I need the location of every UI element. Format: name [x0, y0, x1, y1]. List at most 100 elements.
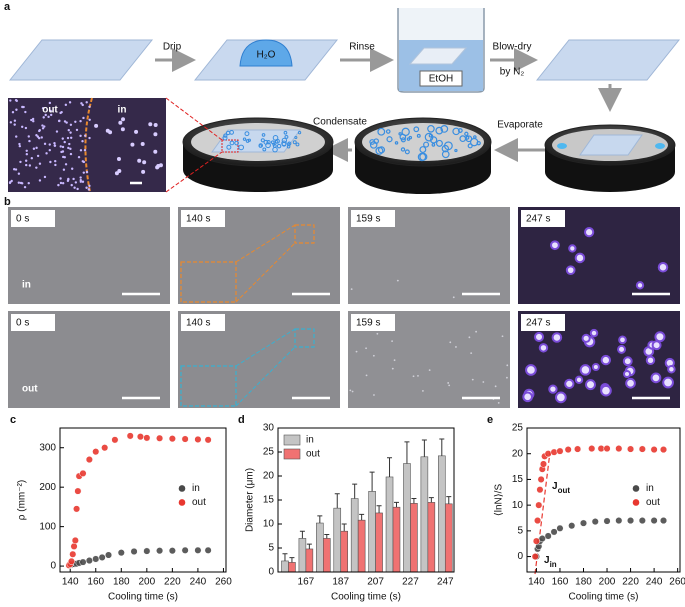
droplet [404, 149, 410, 155]
droplet [400, 137, 406, 143]
point [638, 445, 646, 453]
petri-dish [354, 117, 492, 194]
region-label: out [42, 105, 58, 116]
droplet [550, 240, 560, 251]
droplet [551, 332, 563, 343]
droplet [69, 123, 73, 126]
droplet [476, 140, 481, 146]
point [85, 557, 93, 565]
droplet [60, 110, 63, 114]
point [638, 517, 646, 525]
droplet [574, 252, 586, 264]
droplet [74, 120, 77, 123]
droplet [88, 136, 91, 140]
zoom-line [165, 151, 223, 193]
droplet [447, 382, 450, 384]
droplet [130, 142, 135, 147]
droplet [24, 159, 28, 162]
bar [288, 562, 296, 573]
slide [8, 39, 154, 81]
droplet [377, 146, 386, 154]
bar [298, 538, 307, 573]
droplet [365, 347, 367, 350]
droplet [75, 128, 79, 132]
droplet [53, 142, 56, 145]
droplet [38, 179, 42, 182]
droplet [568, 244, 577, 253]
legend-marker [283, 448, 301, 460]
point [550, 448, 558, 456]
x-tick-label: 247 [437, 577, 454, 588]
y-axis-label: ⟨lnN⟩/S [494, 484, 505, 517]
droplet [142, 160, 147, 165]
droplet [261, 133, 266, 137]
droplet [81, 103, 84, 107]
step-label: Rinse [349, 42, 375, 53]
point [69, 550, 77, 558]
droplet [394, 141, 399, 145]
point [204, 436, 212, 444]
y-tick-label: 100 [39, 521, 56, 532]
droplet [42, 116, 45, 119]
droplet [67, 146, 70, 150]
droplet [70, 183, 73, 187]
panel-label: d [238, 414, 245, 426]
step-note: by N₂ [500, 67, 525, 78]
time-label: 140 s [186, 214, 210, 225]
micrograph [8, 97, 166, 193]
zoom-line [235, 346, 296, 407]
point [70, 542, 78, 550]
legend-label: out [306, 449, 320, 460]
droplet [635, 281, 645, 290]
bar [420, 456, 429, 573]
droplet [276, 143, 282, 149]
error-bar [359, 513, 365, 521]
droplet [85, 101, 88, 104]
droplet [27, 135, 30, 138]
droplet [623, 369, 632, 379]
droplet [281, 140, 287, 147]
point [603, 517, 611, 525]
y-tick-label: 20 [512, 448, 524, 459]
time-label: 247 s [526, 318, 550, 329]
label-box [181, 314, 225, 331]
x-tick-label: 200 [599, 577, 616, 588]
label-box [521, 314, 565, 331]
point [659, 446, 668, 454]
droplet [118, 120, 123, 125]
droplet [153, 132, 158, 137]
x-axis-label: Cooling time (s) [331, 592, 401, 603]
zoom-box [180, 261, 237, 303]
droplet [45, 152, 48, 155]
droplet [153, 122, 158, 127]
droplet [428, 133, 433, 138]
water-drop [239, 39, 293, 67]
x-tick-label: 140 [62, 577, 79, 588]
droplet [15, 99, 18, 103]
droplet [21, 125, 24, 128]
x-tick-label: 187 [332, 577, 349, 588]
droplet [68, 142, 71, 146]
droplet [61, 150, 65, 153]
bar [392, 506, 401, 573]
droplet [88, 184, 91, 188]
droplet [398, 132, 402, 136]
step-label: Evaporate [497, 120, 543, 131]
droplet [454, 148, 458, 153]
error-bar [299, 530, 305, 539]
point [98, 553, 106, 561]
label-box [181, 210, 225, 227]
droplet [140, 142, 145, 147]
droplet [24, 110, 27, 114]
bar [305, 548, 314, 573]
droplet [470, 352, 473, 355]
droplet [27, 181, 30, 185]
point [156, 547, 164, 555]
bar [385, 476, 394, 573]
droplet [581, 333, 591, 343]
point [168, 435, 176, 443]
droplet [105, 128, 110, 133]
droplet [137, 158, 142, 163]
droplet [234, 140, 239, 146]
droplet [69, 152, 73, 156]
